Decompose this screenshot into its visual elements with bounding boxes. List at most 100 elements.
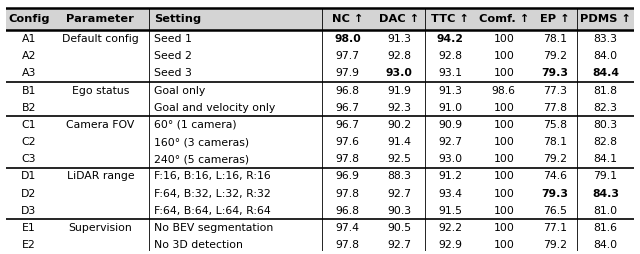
Text: 97.8: 97.8 xyxy=(336,154,360,164)
Text: C3: C3 xyxy=(22,154,36,164)
Text: 93.0: 93.0 xyxy=(385,68,412,78)
Text: 77.3: 77.3 xyxy=(543,86,566,96)
Text: 100: 100 xyxy=(493,171,515,181)
Text: 79.2: 79.2 xyxy=(543,240,566,250)
Text: 91.3: 91.3 xyxy=(438,86,462,96)
Text: 96.7: 96.7 xyxy=(336,120,360,130)
Text: No BEV segmentation: No BEV segmentation xyxy=(154,223,273,233)
Text: 98.6: 98.6 xyxy=(492,86,516,96)
Text: D3: D3 xyxy=(21,206,36,216)
Text: 91.0: 91.0 xyxy=(438,103,462,113)
Text: 97.8: 97.8 xyxy=(336,240,360,250)
Text: A2: A2 xyxy=(22,51,36,61)
Text: 79.2: 79.2 xyxy=(543,154,566,164)
Text: B1: B1 xyxy=(22,86,36,96)
Text: 82.8: 82.8 xyxy=(593,137,618,147)
Text: 100: 100 xyxy=(493,154,515,164)
Text: 240° (5 cameras): 240° (5 cameras) xyxy=(154,154,250,164)
Text: 84.0: 84.0 xyxy=(593,240,618,250)
Text: 97.8: 97.8 xyxy=(336,188,360,199)
Text: 97.4: 97.4 xyxy=(336,223,360,233)
Text: D2: D2 xyxy=(21,188,36,199)
Text: A1: A1 xyxy=(22,34,36,44)
Text: 92.5: 92.5 xyxy=(387,154,411,164)
Text: 97.9: 97.9 xyxy=(336,68,360,78)
Text: 77.8: 77.8 xyxy=(543,103,566,113)
Text: 90.9: 90.9 xyxy=(438,120,462,130)
Text: 96.7: 96.7 xyxy=(336,103,360,113)
Text: 96.9: 96.9 xyxy=(336,171,360,181)
Text: 100: 100 xyxy=(493,206,515,216)
Text: 83.3: 83.3 xyxy=(593,34,618,44)
Text: 160° (3 cameras): 160° (3 cameras) xyxy=(154,137,250,147)
Text: 90.3: 90.3 xyxy=(387,206,411,216)
Text: 100: 100 xyxy=(493,188,515,199)
Text: 100: 100 xyxy=(493,68,515,78)
Text: 100: 100 xyxy=(493,34,515,44)
Text: B2: B2 xyxy=(22,103,36,113)
Text: 93.4: 93.4 xyxy=(438,188,462,199)
Text: PDMS ↑: PDMS ↑ xyxy=(580,14,631,24)
Text: 97.7: 97.7 xyxy=(336,51,360,61)
Text: 78.1: 78.1 xyxy=(543,137,566,147)
Text: No 3D detection: No 3D detection xyxy=(154,240,243,250)
Text: Goal and velocity only: Goal and velocity only xyxy=(154,103,276,113)
Text: E1: E1 xyxy=(22,223,36,233)
Text: Supervision: Supervision xyxy=(68,223,132,233)
Text: Setting: Setting xyxy=(154,14,202,24)
Text: 81.6: 81.6 xyxy=(593,223,618,233)
Text: 91.3: 91.3 xyxy=(387,34,411,44)
Text: 92.3: 92.3 xyxy=(387,103,411,113)
Text: TTC ↑: TTC ↑ xyxy=(431,14,469,24)
Text: 77.1: 77.1 xyxy=(543,223,566,233)
Text: Ego status: Ego status xyxy=(72,86,129,96)
Text: 79.3: 79.3 xyxy=(541,68,568,78)
Text: 96.8: 96.8 xyxy=(336,206,360,216)
Bar xyxy=(6,8,634,30)
Text: 92.7: 92.7 xyxy=(387,188,411,199)
Text: D1: D1 xyxy=(21,171,36,181)
Text: 91.5: 91.5 xyxy=(438,206,462,216)
Text: 100: 100 xyxy=(493,103,515,113)
Text: 100: 100 xyxy=(493,240,515,250)
Text: Parameter: Parameter xyxy=(67,14,134,24)
Text: 100: 100 xyxy=(493,137,515,147)
Text: 79.1: 79.1 xyxy=(593,171,618,181)
Text: 92.7: 92.7 xyxy=(438,137,462,147)
Text: 91.2: 91.2 xyxy=(438,171,462,181)
Text: 92.8: 92.8 xyxy=(438,51,462,61)
Text: E2: E2 xyxy=(22,240,36,250)
Text: C2: C2 xyxy=(22,137,36,147)
Text: 82.3: 82.3 xyxy=(593,103,618,113)
Text: 88.3: 88.3 xyxy=(387,171,411,181)
Text: F:16, B:16, L:16, R:16: F:16, B:16, L:16, R:16 xyxy=(154,171,271,181)
Text: Camera FOV: Camera FOV xyxy=(66,120,134,130)
Text: 96.8: 96.8 xyxy=(336,86,360,96)
Text: 90.5: 90.5 xyxy=(387,223,411,233)
Text: 91.9: 91.9 xyxy=(387,86,411,96)
Text: LiDAR range: LiDAR range xyxy=(67,171,134,181)
Text: Goal only: Goal only xyxy=(154,86,205,96)
Text: 79.2: 79.2 xyxy=(543,51,566,61)
Text: 80.3: 80.3 xyxy=(593,120,618,130)
Text: EP ↑: EP ↑ xyxy=(540,14,570,24)
Text: 84.3: 84.3 xyxy=(592,188,619,199)
Text: Default config: Default config xyxy=(62,34,139,44)
Text: 81.8: 81.8 xyxy=(593,86,618,96)
Text: 92.2: 92.2 xyxy=(438,223,462,233)
Text: 60° (1 camera): 60° (1 camera) xyxy=(154,120,237,130)
Text: Config: Config xyxy=(8,14,50,24)
Text: C1: C1 xyxy=(22,120,36,130)
Text: 98.0: 98.0 xyxy=(335,34,361,44)
Text: 93.1: 93.1 xyxy=(438,68,462,78)
Text: 92.8: 92.8 xyxy=(387,51,411,61)
Text: Seed 2: Seed 2 xyxy=(154,51,192,61)
Text: 100: 100 xyxy=(493,223,515,233)
Text: 81.0: 81.0 xyxy=(593,206,618,216)
Text: 97.6: 97.6 xyxy=(336,137,360,147)
Text: 75.8: 75.8 xyxy=(543,120,566,130)
Text: 93.0: 93.0 xyxy=(438,154,462,164)
Text: 90.2: 90.2 xyxy=(387,120,411,130)
Text: 84.0: 84.0 xyxy=(593,51,618,61)
Text: 76.5: 76.5 xyxy=(543,206,566,216)
